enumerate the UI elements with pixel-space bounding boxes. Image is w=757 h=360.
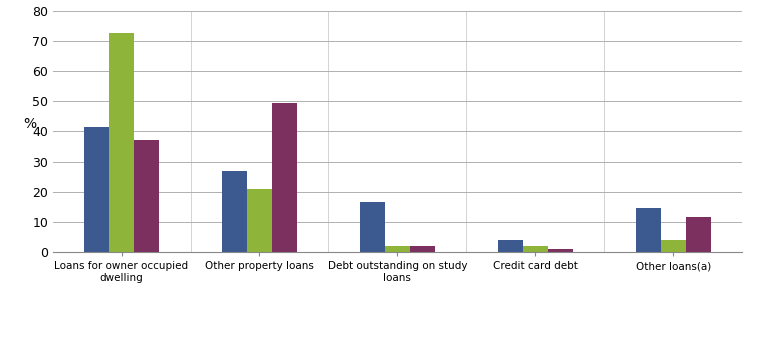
Bar bbox=[247, 189, 272, 252]
Bar bbox=[84, 127, 109, 252]
Bar bbox=[134, 140, 159, 252]
Bar bbox=[686, 217, 711, 252]
Bar bbox=[410, 246, 435, 252]
Bar bbox=[661, 240, 686, 252]
Bar bbox=[360, 202, 385, 252]
Bar bbox=[272, 103, 297, 252]
Bar bbox=[523, 246, 548, 252]
Bar bbox=[548, 249, 572, 252]
Bar bbox=[223, 171, 247, 252]
Bar bbox=[109, 33, 134, 252]
Bar bbox=[498, 240, 523, 252]
Y-axis label: %: % bbox=[23, 117, 36, 131]
Bar bbox=[636, 208, 661, 252]
Bar bbox=[385, 246, 410, 252]
